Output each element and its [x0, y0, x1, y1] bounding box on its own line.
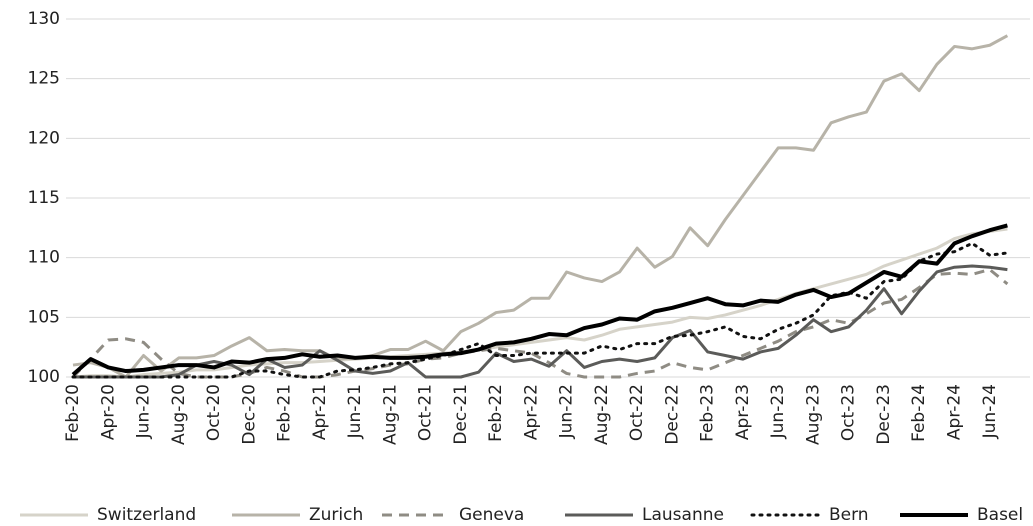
x-tick-label: Aug-20 — [169, 384, 189, 445]
x-tick-label: Feb-23 — [698, 384, 718, 442]
legend-label: Lausanne — [642, 505, 724, 525]
x-tick-label: Aug-23 — [803, 384, 823, 445]
legend-label: Geneva — [459, 505, 524, 525]
x-tick-label: Jun-21 — [345, 384, 365, 439]
series-line — [71, 223, 1008, 377]
x-tick-label: Apr-20 — [98, 384, 118, 440]
y-tick-label: 125 — [28, 69, 60, 89]
x-tick-label: Dec-21 — [451, 384, 471, 445]
x-tick-label: Oct-22 — [627, 384, 647, 441]
x-tick-label: Apr-24 — [945, 384, 965, 440]
legend-label: Switzerland — [97, 505, 196, 525]
x-tick-label: Oct-20 — [204, 384, 224, 441]
x-tick-label: Aug-21 — [380, 384, 400, 445]
x-tick-label: Apr-21 — [310, 384, 330, 440]
x-tick-label: Feb-22 — [486, 384, 506, 442]
x-tick-label: Apr-22 — [521, 384, 541, 440]
x-tick-label: Apr-23 — [733, 384, 753, 440]
y-tick-label: 100 — [28, 367, 60, 387]
y-tick-label: 110 — [28, 248, 60, 268]
x-tick-label: Jun-20 — [134, 384, 154, 439]
y-tick-label: 105 — [28, 307, 60, 327]
x-tick-label: Oct-23 — [839, 384, 859, 441]
x-tick-label: Dec-20 — [239, 384, 259, 445]
x-tick-label: Feb-24 — [909, 384, 929, 442]
legend-label: Bern — [829, 505, 869, 525]
y-tick-label: 115 — [28, 188, 60, 208]
x-tick-label: Dec-23 — [874, 384, 894, 445]
series-line — [71, 268, 1009, 379]
x-tick-label: Jun-23 — [768, 384, 788, 439]
series-line — [72, 227, 1008, 379]
x-tick-label: Feb-20 — [63, 384, 83, 442]
x-tick-label: Jun-22 — [557, 384, 577, 439]
legend-label: Zurich — [309, 505, 363, 525]
series-line — [72, 34, 1009, 379]
x-tick-label: Oct-21 — [416, 384, 436, 441]
x-tick-label: Aug-22 — [592, 384, 612, 445]
x-tick-label: Feb-21 — [275, 384, 295, 442]
x-tick-label: Dec-22 — [662, 384, 682, 445]
y-tick-label: 130 — [28, 9, 60, 29]
legend-label: Basel — [977, 505, 1023, 525]
x-tick-label: Jun-24 — [980, 384, 1000, 439]
y-tick-label: 120 — [28, 128, 60, 148]
